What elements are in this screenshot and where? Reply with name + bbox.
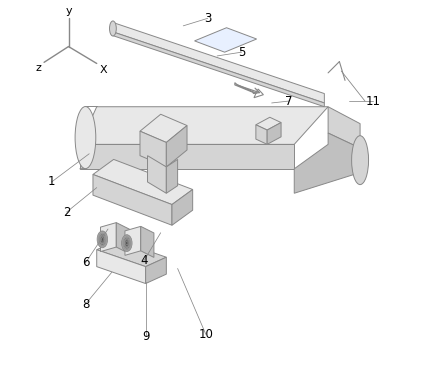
Polygon shape [256,125,267,144]
Polygon shape [97,250,146,283]
Polygon shape [172,190,193,225]
Polygon shape [166,160,178,193]
Text: 7: 7 [285,95,292,108]
Text: X: X [99,64,107,75]
Polygon shape [141,226,154,257]
Ellipse shape [100,235,105,243]
Text: 4: 4 [140,254,148,268]
Polygon shape [112,31,325,107]
Text: 9: 9 [142,330,149,343]
Polygon shape [140,131,166,167]
Polygon shape [194,28,257,52]
Polygon shape [294,133,360,193]
Ellipse shape [99,233,106,245]
Polygon shape [256,117,281,130]
Polygon shape [93,174,172,225]
Text: 10: 10 [198,328,213,341]
Polygon shape [93,160,193,205]
Ellipse shape [122,235,132,252]
Text: 6: 6 [82,256,89,269]
Ellipse shape [110,21,117,36]
Text: y: y [65,6,72,16]
Ellipse shape [123,237,131,249]
Text: 5: 5 [238,46,245,59]
Polygon shape [328,107,360,148]
Polygon shape [125,226,141,255]
Polygon shape [140,114,187,143]
Ellipse shape [352,136,368,185]
Polygon shape [267,122,281,144]
Text: 1: 1 [48,175,55,188]
Text: z: z [35,63,42,73]
Polygon shape [117,222,130,254]
Polygon shape [166,125,187,167]
Polygon shape [97,240,166,266]
Ellipse shape [124,239,129,247]
Text: 8: 8 [82,298,89,311]
Polygon shape [80,144,294,169]
Text: 11: 11 [366,95,381,108]
Polygon shape [148,156,166,193]
Polygon shape [80,107,328,144]
Text: 3: 3 [204,12,212,25]
Polygon shape [146,257,166,283]
Ellipse shape [97,231,108,248]
Ellipse shape [75,106,96,169]
Text: 2: 2 [63,205,71,219]
Polygon shape [112,22,325,103]
Polygon shape [100,222,117,252]
